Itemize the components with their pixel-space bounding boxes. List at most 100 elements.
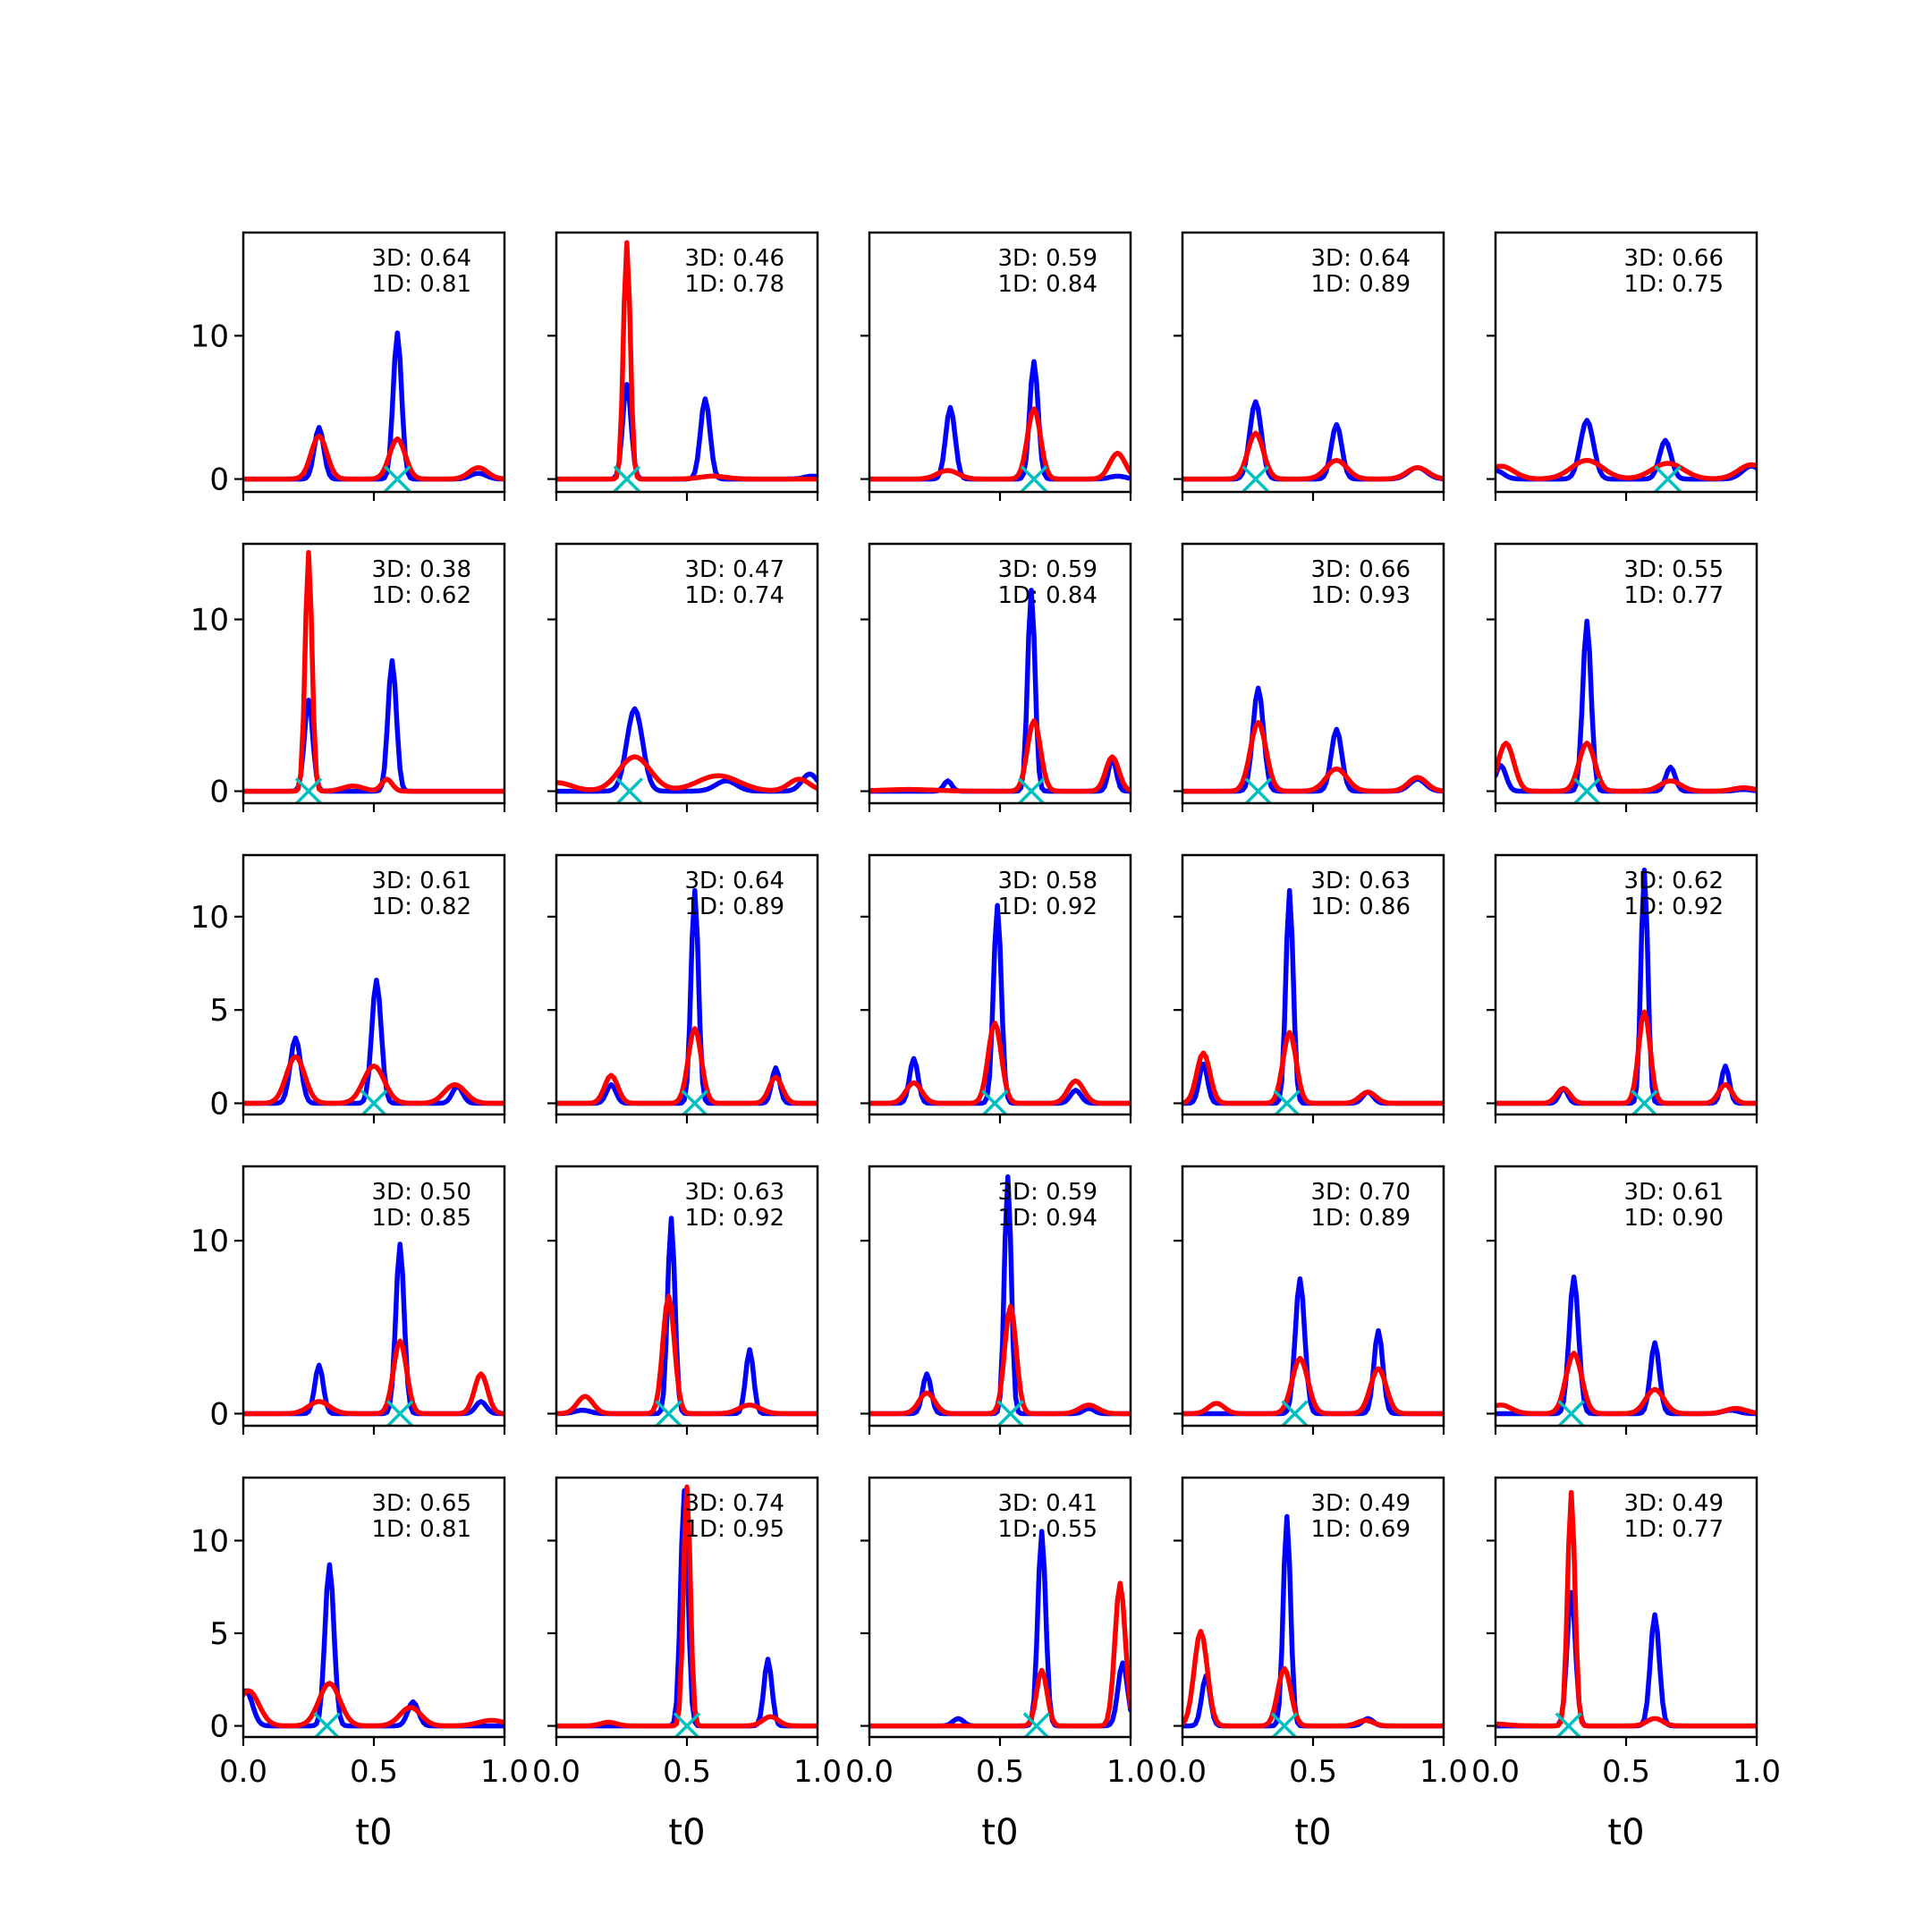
- score-annotation: 3D: 0.38: [372, 556, 471, 583]
- score-annotation: 1D: 0.94: [998, 1205, 1097, 1232]
- x-axis-label: t0: [355, 1812, 392, 1853]
- score-annotation: 1D: 0.90: [1624, 1205, 1724, 1232]
- plot-area: [869, 1529, 1131, 1737]
- score-annotation: 1D: 0.82: [372, 894, 471, 920]
- plot-area: [1182, 887, 1444, 1114]
- plot-area: [1496, 418, 1757, 492]
- x-tick-label: 0.0: [1471, 1754, 1520, 1790]
- score-annotation: 3D: 0.64: [685, 868, 784, 894]
- red-series-line: [1182, 1629, 1444, 1729]
- score-annotation: 1D: 0.75: [1624, 271, 1724, 298]
- x-marker: [386, 1400, 414, 1426]
- x-tick-label: 0.5: [350, 1754, 398, 1790]
- score-annotation: 3D: 0.49: [1624, 1490, 1724, 1517]
- x-tick-label: 0.0: [1158, 1754, 1207, 1790]
- red-series-line: [869, 1303, 1131, 1417]
- plot-area: [243, 549, 504, 803]
- score-annotation: 3D: 0.47: [685, 556, 784, 583]
- score-annotation: 1D: 0.55: [998, 1516, 1097, 1543]
- score-annotation: 1D: 0.84: [998, 271, 1097, 298]
- score-annotation: 3D: 0.59: [998, 245, 1097, 272]
- x-tick-label: 0.5: [1602, 1754, 1650, 1790]
- plot-area: [556, 1216, 818, 1426]
- x-marker: [613, 465, 641, 492]
- red-series-line: [556, 1026, 818, 1106]
- x-marker: [1654, 465, 1682, 492]
- x-marker: [1241, 465, 1269, 492]
- plot-area: [243, 330, 504, 492]
- score-annotation: 3D: 0.61: [1624, 1179, 1724, 1206]
- x-tick-label: 1.0: [480, 1754, 529, 1790]
- red-series-line: [869, 718, 1131, 794]
- y-tick-label: 0: [209, 1709, 229, 1745]
- x-marker: [313, 1712, 341, 1737]
- red-series-line: [1496, 1351, 1757, 1417]
- plot-area: [556, 240, 818, 492]
- score-annotation: 3D: 0.64: [372, 245, 471, 272]
- score-annotation: 1D: 0.89: [1311, 271, 1411, 298]
- red-series-line: [869, 406, 1131, 482]
- red-series-line: [556, 1293, 818, 1417]
- y-tick-label: 0: [209, 462, 229, 498]
- score-annotation: 1D: 0.95: [685, 1516, 784, 1543]
- y-tick-label: 10: [191, 318, 229, 354]
- plot-area: [869, 902, 1131, 1114]
- x-marker: [655, 1400, 682, 1426]
- score-annotation: 3D: 0.64: [1311, 245, 1411, 272]
- x-marker: [294, 777, 323, 803]
- x-marker: [673, 1712, 701, 1737]
- plot-area: [556, 1484, 818, 1737]
- score-annotation: 1D: 0.77: [1624, 1516, 1724, 1543]
- score-annotation: 1D: 0.92: [1624, 894, 1724, 920]
- score-annotation: 1D: 0.69: [1311, 1516, 1411, 1543]
- score-annotation: 3D: 0.58: [998, 868, 1097, 894]
- score-annotation: 1D: 0.78: [685, 271, 784, 298]
- red-series-line: [556, 754, 818, 793]
- score-annotation: 3D: 0.74: [685, 1490, 784, 1517]
- score-annotation: 3D: 0.65: [372, 1490, 471, 1517]
- score-annotation: 3D: 0.70: [1311, 1179, 1411, 1206]
- score-annotation: 1D: 0.89: [685, 894, 784, 920]
- red-series-line: [1496, 1009, 1757, 1106]
- x-marker: [360, 1089, 388, 1114]
- red-series-line: [1496, 458, 1757, 481]
- x-axis-label: t0: [668, 1812, 705, 1853]
- score-annotation: 1D: 0.81: [372, 271, 471, 298]
- plot-area: [243, 1241, 504, 1426]
- x-tick-label: 0.5: [1289, 1754, 1337, 1790]
- y-tick-label: 0: [209, 775, 229, 810]
- plot-area: [1182, 1275, 1444, 1426]
- red-series-line: [243, 433, 504, 482]
- red-series-line: [1496, 1489, 1757, 1729]
- x-tick-label: 0.5: [663, 1754, 711, 1790]
- red-series-line: [1182, 430, 1444, 482]
- x-marker: [1572, 777, 1601, 803]
- x-tick-label: 0.0: [845, 1754, 894, 1790]
- y-tick-label: 10: [191, 900, 229, 936]
- y-tick-label: 10: [191, 1224, 229, 1259]
- score-annotation: 1D: 0.85: [372, 1205, 471, 1232]
- x-tick-label: 1.0: [1733, 1754, 1781, 1790]
- score-annotation: 3D: 0.63: [1311, 868, 1411, 894]
- score-annotation: 1D: 0.77: [1624, 582, 1724, 609]
- plot-area: [243, 1562, 504, 1737]
- score-annotation: 3D: 0.46: [685, 245, 784, 272]
- plot-area: [1182, 685, 1444, 803]
- score-annotation: 3D: 0.55: [1624, 556, 1724, 583]
- x-tick-label: 0.0: [219, 1754, 267, 1790]
- x-tick-label: 1.0: [1419, 1754, 1468, 1790]
- red-series-line: [243, 1054, 504, 1106]
